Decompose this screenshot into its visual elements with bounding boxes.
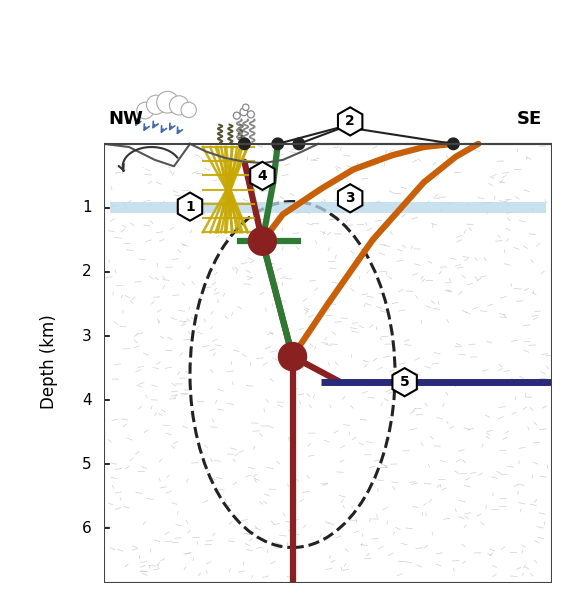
Circle shape	[156, 91, 178, 113]
Text: 1: 1	[185, 200, 195, 214]
Circle shape	[170, 96, 189, 115]
Circle shape	[181, 102, 197, 117]
Circle shape	[239, 138, 250, 150]
Circle shape	[247, 111, 254, 118]
Text: 5: 5	[400, 375, 409, 389]
Text: 1: 1	[82, 200, 92, 216]
Bar	[104, 144, 552, 583]
Text: 4: 4	[82, 393, 92, 408]
Text: 3: 3	[82, 329, 92, 343]
Circle shape	[243, 104, 249, 111]
Circle shape	[137, 102, 154, 119]
Text: SE: SE	[517, 111, 542, 128]
Circle shape	[147, 95, 166, 114]
Circle shape	[240, 108, 248, 115]
Circle shape	[447, 138, 459, 150]
Circle shape	[272, 138, 283, 150]
Text: 3: 3	[346, 191, 355, 205]
Text: 4: 4	[258, 169, 267, 183]
Circle shape	[293, 138, 305, 150]
Text: 2: 2	[82, 265, 92, 279]
Text: Depth (km): Depth (km)	[40, 314, 58, 409]
Text: NW: NW	[109, 111, 144, 128]
Text: 2: 2	[346, 114, 355, 128]
Text: 6: 6	[82, 521, 92, 536]
Text: 5: 5	[82, 456, 92, 472]
Circle shape	[278, 342, 307, 371]
Bar	[110, 202, 546, 213]
Circle shape	[233, 112, 240, 119]
Circle shape	[248, 227, 277, 256]
